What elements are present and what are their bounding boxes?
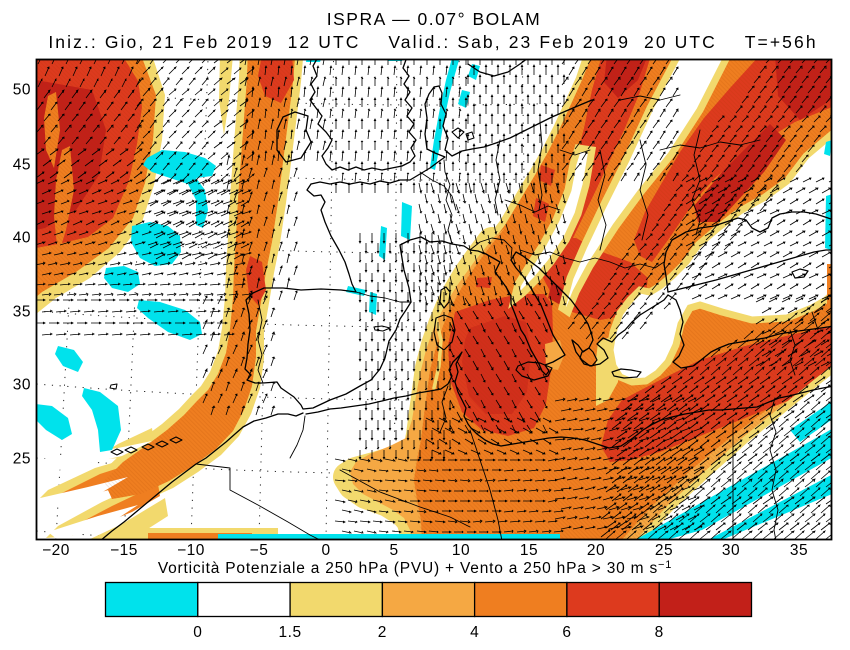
svg-text:2: 2 (378, 624, 387, 641)
svg-text:ISPRA — 0.07° BOLAM: ISPRA — 0.07° BOLAM (327, 9, 541, 29)
svg-text:35: 35 (790, 542, 808, 559)
svg-text:35: 35 (13, 304, 31, 321)
svg-text:Vorticità Potenziale a 250 hPa: Vorticità Potenziale a 250 hPa (PVU) + V… (158, 559, 672, 577)
svg-text:45: 45 (13, 157, 31, 174)
svg-text:10: 10 (452, 542, 470, 559)
svg-text:−20: −20 (42, 542, 70, 559)
svg-text:50: 50 (13, 82, 31, 99)
svg-text:−5: −5 (250, 542, 269, 559)
svg-text:Iniz.: Gio, 21 Feb 2019 12 UT: Iniz.: Gio, 21 Feb 2019 12 UTC Valid.: S… (48, 32, 817, 52)
svg-text:0: 0 (321, 542, 330, 559)
svg-text:20: 20 (587, 542, 605, 559)
svg-text:25: 25 (13, 451, 31, 468)
svg-text:30: 30 (722, 542, 740, 559)
svg-text:0: 0 (193, 624, 202, 641)
svg-text:1.5: 1.5 (279, 624, 302, 641)
svg-text:40: 40 (13, 230, 31, 247)
svg-text:−15: −15 (110, 542, 138, 559)
svg-text:8: 8 (655, 624, 664, 641)
svg-text:25: 25 (655, 542, 673, 559)
svg-text:15: 15 (520, 542, 538, 559)
svg-text:5: 5 (389, 542, 398, 559)
svg-text:4: 4 (470, 624, 479, 641)
svg-text:6: 6 (562, 624, 571, 641)
svg-text:−10: −10 (177, 542, 205, 559)
svg-text:30: 30 (13, 377, 31, 394)
